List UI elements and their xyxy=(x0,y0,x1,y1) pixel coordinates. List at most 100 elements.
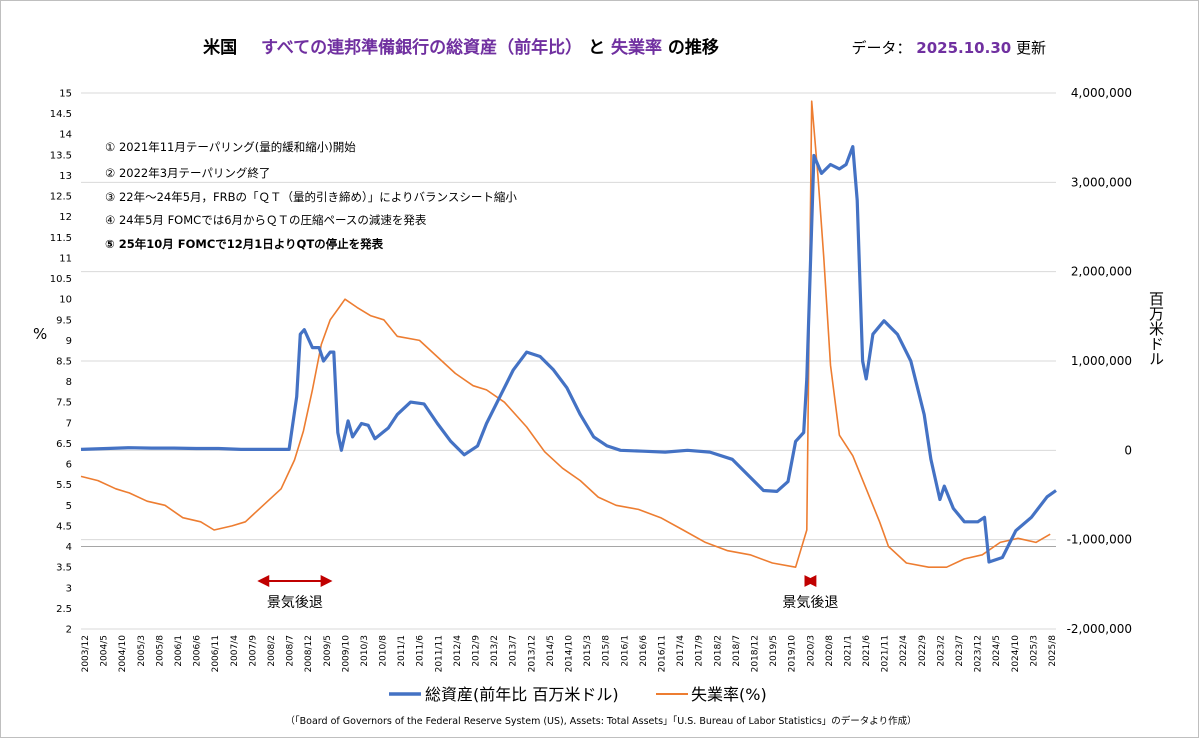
x-tick-label: 2019/10 xyxy=(788,635,798,673)
update-suffix: 更新 xyxy=(1016,39,1046,57)
series-assets-line xyxy=(80,145,1057,564)
x-tick-label: 2018/12 xyxy=(750,635,760,672)
right-tick-label: 4,000,000 xyxy=(1071,86,1132,100)
x-tick-label: 2010/3 xyxy=(360,635,370,667)
x-tick-label: 2006/1 xyxy=(174,635,184,667)
x-tick-label: 2003/12 xyxy=(81,635,91,672)
x-tick-label: 2020/8 xyxy=(825,635,835,667)
x-tick-label: 2017/9 xyxy=(695,635,705,667)
x-tick-label: 2025/8 xyxy=(1048,635,1058,667)
left-tick-label: 2 xyxy=(66,625,72,636)
series-group xyxy=(80,100,1057,568)
left-tick-label: 4.5 xyxy=(56,521,72,532)
title-part4: 失業率 xyxy=(611,37,662,58)
left-tick-label: 8 xyxy=(66,377,72,388)
left-tick-label: 6.5 xyxy=(56,439,72,450)
left-tick-label: 15 xyxy=(59,89,72,100)
x-tick-label: 2016/6 xyxy=(639,635,649,667)
x-tick-label: 2012/9 xyxy=(472,635,482,667)
x-tick-label: 2021/6 xyxy=(862,635,872,667)
right-tick-label: -1,000,000 xyxy=(1067,533,1132,547)
annotation-4: ④ 24年5月 FOMCでは6月からＱＴの圧縮ペースの減速を発表 xyxy=(105,213,427,227)
left-tick-label: 5 xyxy=(66,501,72,512)
x-tick-label: 2013/2 xyxy=(490,635,500,667)
x-tick-label: 2018/2 xyxy=(713,635,723,667)
recession-label: 景気後退 xyxy=(782,595,838,611)
x-tick-label: 2009/5 xyxy=(323,635,333,667)
update-prefix: データ： xyxy=(852,39,912,57)
left-tick-label: 13 xyxy=(59,171,72,182)
legend-unemployment-label: 失業率(%) xyxy=(691,685,767,704)
left-tick-label: 7.5 xyxy=(56,398,72,409)
x-tick-label: 2022/9 xyxy=(918,635,928,667)
x-tick-label: 2005/8 xyxy=(155,635,165,667)
left-tick-label: 14 xyxy=(59,130,72,141)
left-tick-label: 9 xyxy=(66,336,72,347)
x-tick-label: 2008/7 xyxy=(286,635,296,667)
x-tick-label: 2024/5 xyxy=(992,635,1002,667)
x-tick-label: 2014/10 xyxy=(565,635,575,673)
left-tick-label: 5.5 xyxy=(56,480,72,491)
x-tick-label: 2013/12 xyxy=(527,635,537,672)
x-tick-label: 2011/6 xyxy=(416,635,426,667)
left-tick-label: 12 xyxy=(59,212,72,223)
x-tick-label: 2022/4 xyxy=(899,635,909,667)
x-tick-label: 2023/7 xyxy=(955,635,965,667)
right-tick-label: 1,000,000 xyxy=(1071,354,1132,368)
left-tick-label: 2.5 xyxy=(56,604,72,615)
left-tick-label: 11 xyxy=(59,253,72,264)
source-note: （「Board of Governors of the Federal Rese… xyxy=(285,715,916,727)
x-tick-label: 2016/11 xyxy=(657,635,667,672)
x-tick-label: 2011/11 xyxy=(434,635,444,672)
left-tick-label: 9.5 xyxy=(56,315,72,326)
right-axis-label: 百万米ドル xyxy=(1147,291,1165,366)
x-tick-label: 2013/7 xyxy=(509,635,519,667)
x-tick-label: 2016/1 xyxy=(620,635,630,667)
x-tick-label: 2005/3 xyxy=(137,635,147,667)
title-part3: と xyxy=(588,38,605,58)
left-tick-label: 3 xyxy=(66,583,72,594)
recession-label: 景気後退 xyxy=(267,595,323,611)
x-tick-label: 2015/3 xyxy=(583,635,593,667)
left-tick-label: 7 xyxy=(66,418,72,429)
x-tick-label: 2006/6 xyxy=(193,635,203,667)
x-tick-label: 2023/2 xyxy=(936,635,946,667)
x-tick-label: 2023/12 xyxy=(974,635,984,672)
x-tick-label: 2014/5 xyxy=(546,635,556,667)
right-tick-label: -2,000,000 xyxy=(1067,622,1132,636)
update-date: データ： 2025.10.30 更新 xyxy=(852,39,1047,57)
x-tick-label: 2017/4 xyxy=(676,635,686,667)
x-tick-label: 2021/1 xyxy=(843,635,853,667)
x-tick-label: 2024/10 xyxy=(1011,635,1021,673)
left-tick-label: 11.5 xyxy=(50,233,72,244)
left-tick-label: 14.5 xyxy=(50,109,72,120)
recession-markers: 景気後退 景気後退 xyxy=(257,575,838,611)
left-tick-label: 13.5 xyxy=(50,150,72,161)
x-tick-label: 2012/4 xyxy=(453,635,463,667)
right-tick-label: 3,000,000 xyxy=(1071,175,1132,189)
legend: 総資産(前年比 百万米ドル) 失業率(%) xyxy=(389,685,767,704)
x-tick-label: 2008/2 xyxy=(267,635,277,667)
x-tick-label: 2009/10 xyxy=(341,635,351,673)
right-axis-ticks: -2,000,000 -1,000,000 0 1,000,000 2,000,000 3… xyxy=(1067,86,1132,636)
left-tick-label: 10.5 xyxy=(50,274,72,285)
right-tick-label: 0 xyxy=(1124,443,1132,457)
right-tick-label: 2,000,000 xyxy=(1071,265,1132,279)
x-tick-label: 2015/8 xyxy=(602,635,612,667)
annotation-5: ⑤ 25年10月 FOMCで12月1日よりQTの停止を発表 xyxy=(105,237,384,251)
title-part1: 米国 xyxy=(203,37,237,58)
update-date-value: 2025.10.30 xyxy=(916,39,1011,57)
x-tick-label: 2021/11 xyxy=(881,635,891,672)
x-tick-label: 2007/4 xyxy=(230,635,240,667)
x-tick-label: 2020/3 xyxy=(806,635,816,667)
left-axis-label: % xyxy=(33,325,47,343)
title-part2: すべての連邦準備銀行の総資産（前年比） xyxy=(261,37,582,58)
x-tick-label: 2018/7 xyxy=(732,635,742,667)
x-tick-label: 2025/3 xyxy=(1029,635,1039,667)
left-tick-label: 4 xyxy=(66,542,72,553)
x-tick-label: 2004/10 xyxy=(118,635,128,673)
left-tick-label: 12.5 xyxy=(50,192,72,203)
x-tick-label: 2011/1 xyxy=(397,635,407,667)
